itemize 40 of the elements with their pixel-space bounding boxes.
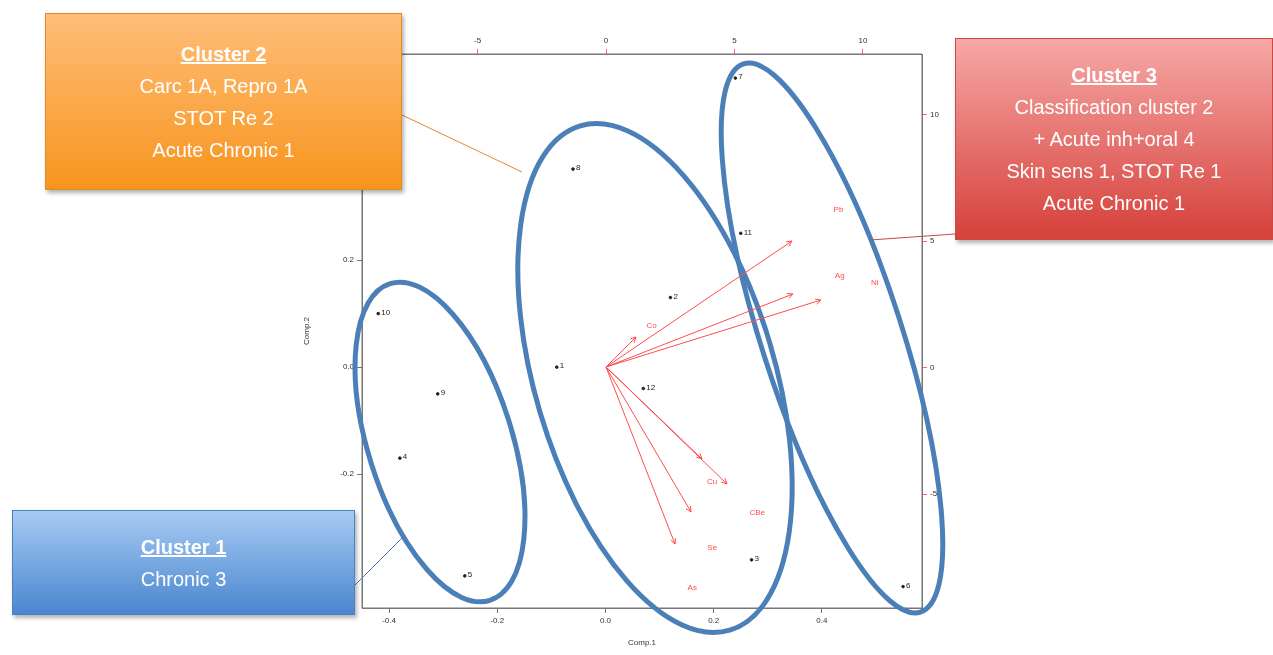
text: 1 — [559, 361, 565, 371]
callout-box: Cluster 3 Classification cluster 2 + Acute inh+oral 4 Skin sens 1, STOT Re 1 Acute Chronic 1 — [955, 38, 1273, 240]
text: 5 — [467, 570, 473, 580]
text: 4 — [402, 452, 408, 462]
y2-tick-label: 5 — [930, 236, 935, 246]
annotation: As — [687, 583, 697, 593]
y2-tick-label: 0 — [930, 362, 935, 372]
x-tick-label: 0.2 — [708, 616, 720, 625]
y2-tick-label: 10 — [930, 109, 940, 119]
x2-tick-label: -5 — [474, 36, 482, 46]
x-tick-label: 0.0 — [599, 616, 612, 625]
annotation: Ni — [870, 278, 879, 288]
y-axis-title: Comp.2 — [302, 316, 311, 346]
text: 2 — [673, 291, 679, 301]
x-tick-label: -0.4 — [382, 616, 397, 625]
annotation: CBe — [749, 508, 766, 518]
y-tick-label: 0.2 — [342, 255, 355, 265]
annotation: Co — [646, 320, 658, 330]
x2-tick-label: 10 — [858, 36, 868, 46]
text: 3 — [754, 554, 760, 564]
text: 11 — [743, 227, 753, 237]
text: 6 — [906, 580, 912, 590]
x2-tick-label: 5 — [732, 36, 738, 46]
text: 9 — [440, 388, 446, 398]
annotation: Pb — [833, 204, 844, 214]
text: 8 — [576, 163, 582, 173]
callout-box: Cluster 2 Carc 1A, Repro 1A STOT Re 2 Acute Chronic 1 — [45, 13, 402, 190]
y-tick-label: -0.2 — [340, 469, 355, 479]
x-axis-title: Comp.1 — [627, 638, 657, 648]
x-tick-label: -0.2 — [490, 616, 505, 625]
annotation: Se — [707, 543, 718, 553]
annotation: Cu — [706, 477, 718, 487]
x2-tick-label: 0 — [603, 36, 609, 46]
text: 7 — [738, 72, 744, 82]
annotation: Ag — [834, 270, 845, 280]
y2-tick-label: -5 — [930, 489, 938, 499]
callout-box: Cluster 1 Chronic 3 — [12, 510, 355, 615]
text: 10 — [381, 307, 391, 317]
x-tick-label: 0.4 — [816, 616, 829, 625]
text: 12 — [646, 382, 656, 392]
